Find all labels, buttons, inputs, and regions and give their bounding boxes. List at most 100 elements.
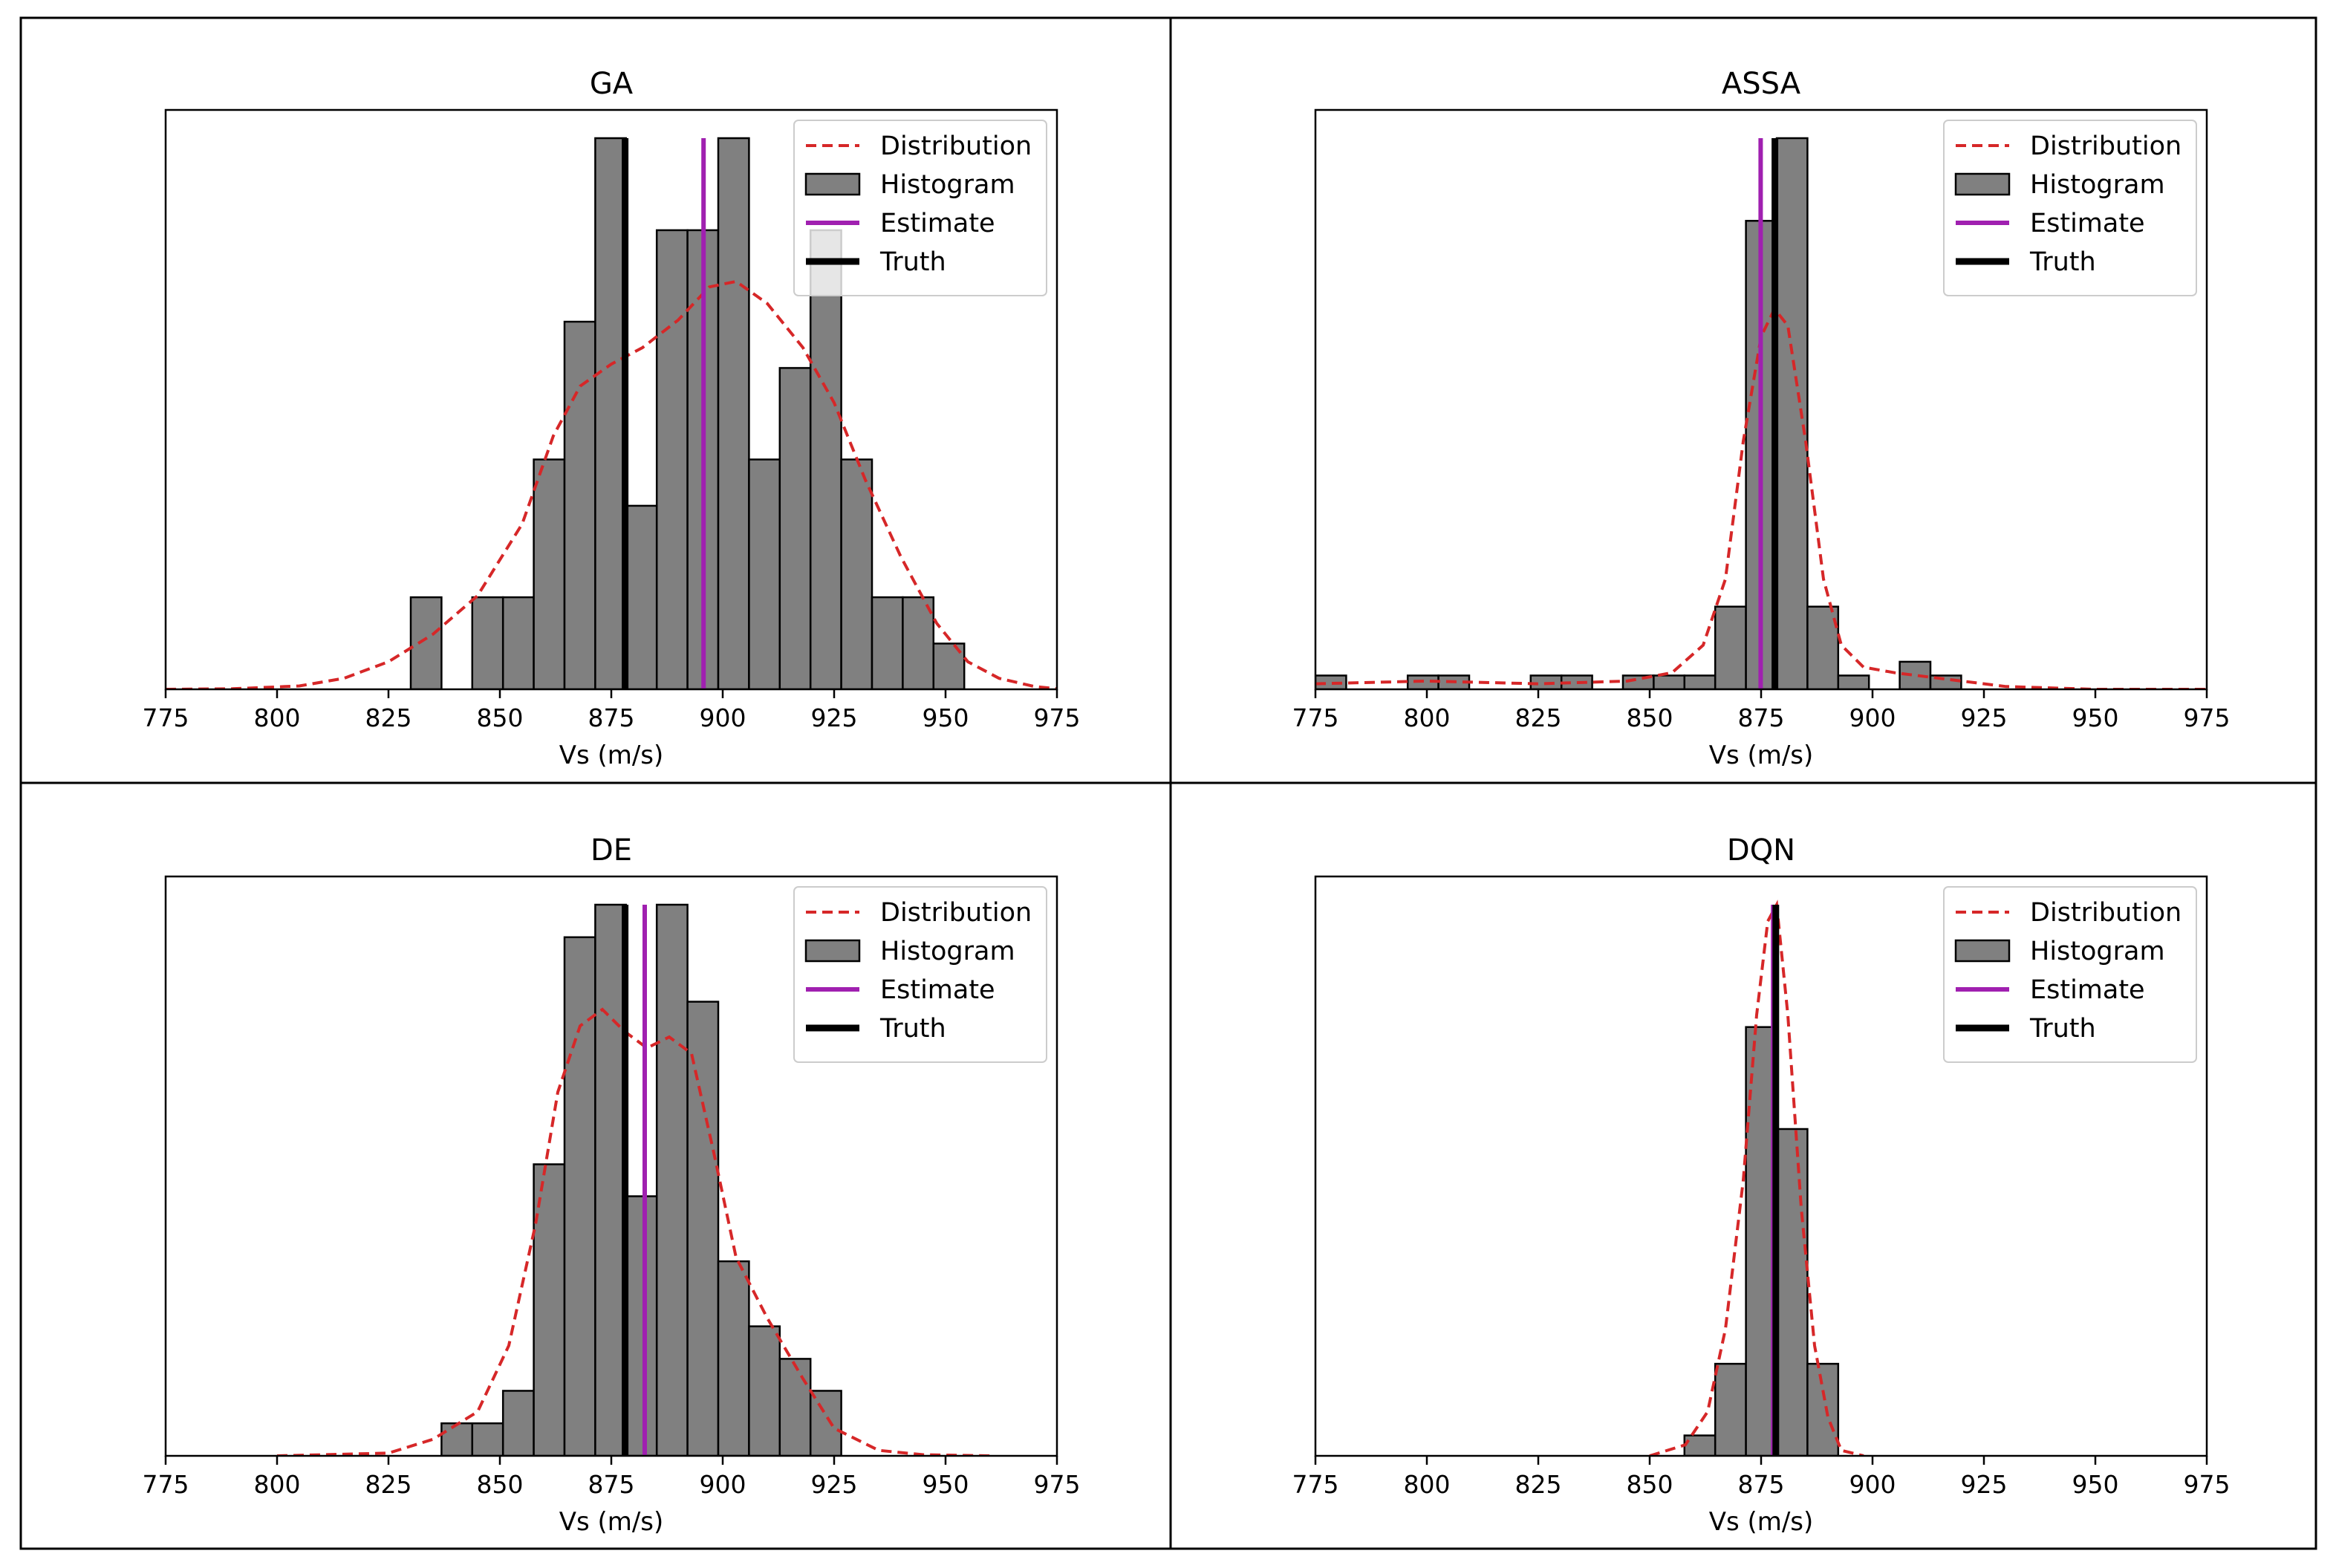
legend-label: Histogram [880,170,1015,200]
histogram-bar [809,229,842,689]
x-tick-label: 900 [1849,703,1896,732]
x-tick-label: 925 [811,1470,858,1499]
histogram-bar [1653,674,1686,689]
legend-box [793,886,1047,1063]
legend-label: Distribution [2030,898,2182,928]
legend-label: Estimate [880,209,995,238]
plot-area [1315,137,2207,689]
x-tick-label: 925 [1961,1470,2008,1499]
legend-histogram-swatch [804,939,861,963]
x-tick-label: 800 [1404,1470,1451,1499]
chart-panel-dqn: DQN 775 800 825 850 875 900 925 950 975 Vs (m/s) Di… [1292,833,2231,1537]
chart-title: GA [590,67,634,101]
x-tick-label: 875 [1738,703,1785,732]
x-tick-label: 950 [2072,703,2119,732]
x-axis-label: Vs (m/s) [559,741,664,770]
histogram-bar [655,903,689,1456]
legend-histogram-swatch [1954,939,2011,963]
histogram-bar [501,1390,535,1456]
x-tick-label: 950 [2072,1470,2119,1499]
x-tick-label: 975 [2184,703,2231,732]
histogram-bar [655,229,689,689]
x-axis-label: Vs (m/s) [1709,1507,1814,1537]
histogram-bar [1315,674,1347,689]
x-tick-label: 850 [477,1470,524,1499]
histogram-bar [501,596,535,689]
legend-label: Estimate [2030,209,2145,238]
legend-box [1943,886,2197,1063]
chart-panel-assa: ASSA 775 800 825 850 875 900 925 950 975 Vs (m/s) D… [1292,67,2231,770]
legend: Distribution Histogram Estimate Truth [1943,886,2197,1063]
x-tick-label: 975 [1034,1470,1081,1499]
x-tick-label: 975 [2184,1470,2231,1499]
histogram-bar [840,458,873,689]
distribution-curve [1315,306,2207,689]
legend-label: Truth [2029,1014,2096,1044]
legend-label: Truth [2029,247,2096,277]
x-tick-label: 975 [1034,703,1081,732]
x-tick-label: 825 [1515,1470,1562,1499]
histogram-bar [1714,1362,1747,1456]
x-tick-label: 775 [143,703,189,732]
histogram-bar [409,596,443,689]
x-tick-label: 775 [1292,703,1339,732]
histogram-bar [471,596,504,689]
histogram-bar [748,1325,781,1456]
legend-label: Truth [879,1014,946,1044]
plot-area [1649,900,1864,1456]
histogram-bar [1683,1434,1717,1456]
x-tick-label: 900 [1849,1470,1896,1499]
x-tick-label: 850 [477,703,524,732]
x-tick-label: 925 [1961,703,2008,732]
distribution-curve [166,279,1057,689]
histogram-bar [748,458,781,689]
x-tick-label: 875 [588,703,635,732]
x-tick-label: 775 [143,1470,189,1499]
histogram-bar [563,320,596,689]
legend: Distribution Histogram Estimate Truth [793,120,1047,296]
histogram-bar [1683,674,1717,689]
legend: Distribution Histogram Estimate Truth [793,886,1047,1063]
histogram-bar [533,458,566,689]
chart-title: DE [590,833,632,868]
histogram-bar [1775,1128,1809,1456]
histogram-bar [778,1358,812,1456]
histogram-bar [563,936,596,1456]
histogram-bar [1837,674,1870,689]
legend-label: Estimate [880,975,995,1005]
plot-area [166,137,1057,689]
legend-box [793,120,1047,296]
legend-label: Distribution [880,898,1032,928]
histogram-bar [440,1422,474,1456]
histogram-bar [809,1390,842,1456]
histogram-bar [902,596,935,689]
histogram-bar [594,903,628,1456]
histogram-bar [594,137,628,689]
histogram-bar [686,1001,720,1456]
histogram-bar [471,1422,504,1456]
chart-title: ASSA [1722,67,1801,101]
x-tick-label: 775 [1292,1470,1339,1499]
histogram-bar [1806,1362,1840,1456]
x-tick-label: 950 [923,703,969,732]
legend-label: Histogram [2030,937,2165,966]
histogram-bar [1714,605,1747,689]
x-tick-label: 925 [811,703,858,732]
histogram-bar [625,1195,658,1456]
legend-label: Distribution [2030,131,2182,161]
histogram-bar [778,367,812,689]
chart-title: DQN [1727,833,1795,868]
x-tick-label: 850 [1627,703,1673,732]
x-tick-label: 825 [365,703,412,732]
x-tick-label: 800 [1404,703,1451,732]
x-tick-label: 800 [254,1470,301,1499]
x-tick-label: 875 [588,1470,635,1499]
x-axis-label: Vs (m/s) [559,1507,664,1537]
legend-label: Histogram [2030,170,2165,200]
legend-label: Histogram [880,937,1015,966]
histogram-bar [717,1260,750,1456]
legend-histogram-swatch [1954,172,2011,196]
x-tick-label: 825 [1515,703,1562,732]
distribution-curve [276,1007,991,1456]
legend-box [1943,120,2197,296]
